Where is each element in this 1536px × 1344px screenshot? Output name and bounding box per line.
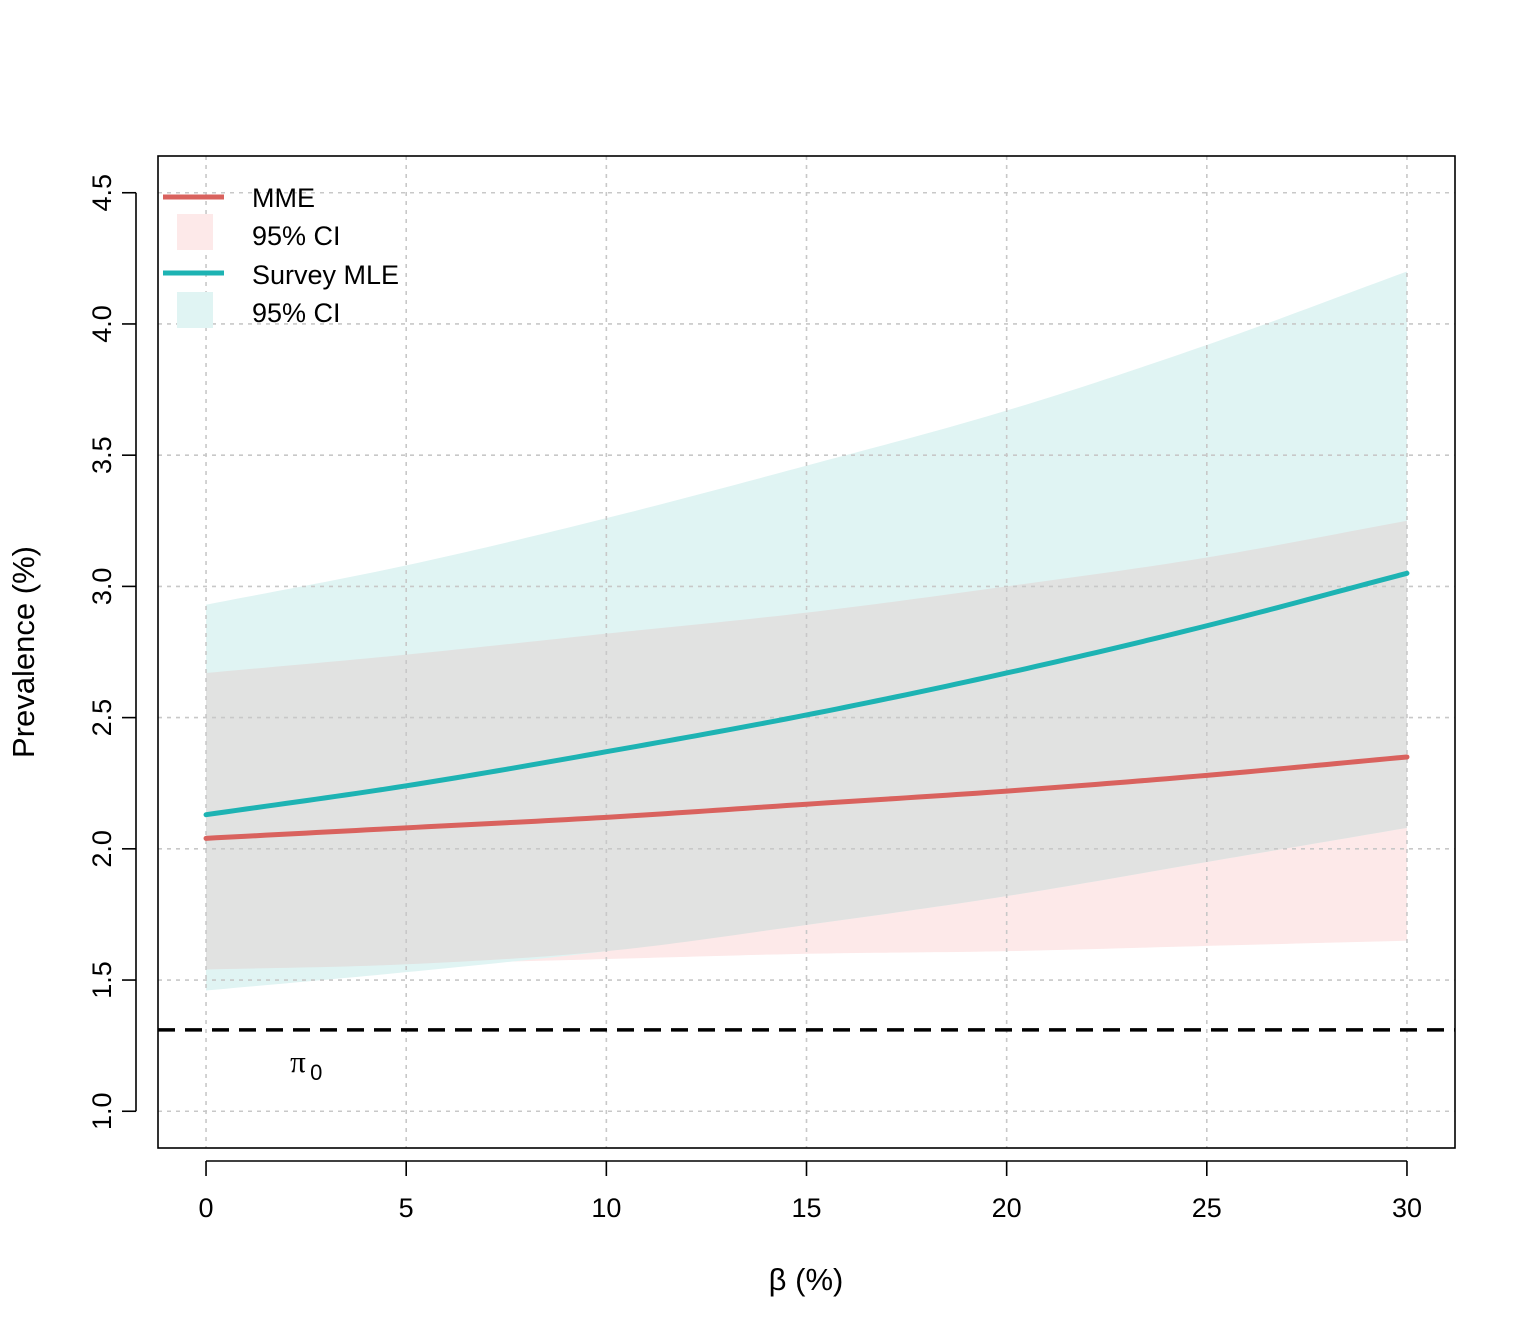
legend: MME 95% CI Survey MLE 95% CI	[163, 183, 399, 328]
y-tick-label: 2.5	[87, 699, 117, 737]
x-axis-title: β (%)	[769, 1262, 844, 1297]
legend-swatch-survey-mle-ci	[177, 292, 213, 328]
y-tick-label: 1.5	[87, 961, 117, 999]
legend-label-survey-mle-ci: 95% CI	[252, 298, 341, 328]
series-lines	[203, 570, 1410, 841]
y-tick-label: 3.5	[87, 436, 117, 474]
y-tick-label: 4.0	[87, 305, 117, 343]
legend-label-survey-mle: Survey MLE	[252, 260, 399, 290]
reference-line-label: π	[290, 1044, 306, 1079]
legend-swatch-mme-ci	[177, 214, 213, 250]
y-axis-title: Prevalence (%)	[6, 546, 41, 758]
legend-label-mme: MME	[252, 183, 315, 213]
x-tick-label: 20	[992, 1193, 1022, 1223]
y-tick-label: 3.0	[87, 568, 117, 606]
x-tick-label: 0	[199, 1193, 214, 1223]
series-line-mme	[203, 754, 1410, 841]
x-tick-label: 30	[1392, 1193, 1422, 1223]
x-axis: 0 5 10 15 20 25 30	[199, 1160, 1422, 1223]
y-axis: 1.0 1.5 2.0 2.5 3.0 3.5 4.0 4.5	[87, 174, 137, 1130]
x-tick-label: 5	[399, 1193, 414, 1223]
series-line-survey-mle	[203, 570, 1410, 818]
y-tick-label: 1.0	[87, 1092, 117, 1130]
ci-bands	[206, 271, 1407, 991]
y-tick-label: 2.0	[87, 830, 117, 868]
legend-label-mme-ci: 95% CI	[252, 221, 341, 251]
x-tick-label: 10	[591, 1193, 621, 1223]
x-tick-label: 15	[791, 1193, 821, 1223]
plot-frame	[157, 155, 1456, 1149]
grid-lines	[158, 156, 1455, 1148]
ci-band-overlap	[206, 520, 1407, 970]
reference-line-label-subscript: 0	[310, 1060, 322, 1085]
y-tick-label: 4.5	[87, 174, 117, 212]
x-tick-label: 25	[1192, 1193, 1222, 1223]
